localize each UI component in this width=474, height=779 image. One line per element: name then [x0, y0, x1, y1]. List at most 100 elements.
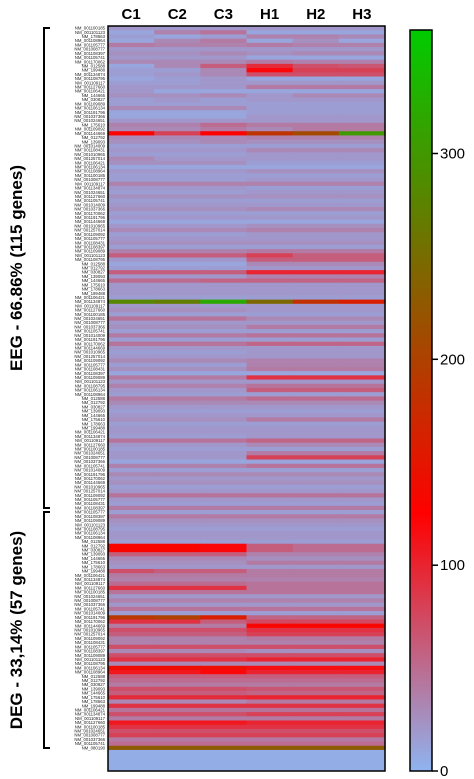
heatmap-cell: [154, 223, 201, 229]
heatmap-cell: [246, 632, 294, 637]
heatmap-cell: [246, 488, 294, 494]
heatmap-cell: [108, 594, 155, 599]
heatmap-cell: [154, 413, 201, 418]
heatmap-cell: [246, 177, 294, 183]
heatmap-cell: [108, 623, 155, 629]
heatmap-cell: [246, 623, 294, 629]
heatmap-cell: [246, 312, 294, 317]
row-label: NM_001109092: [75, 493, 106, 498]
heatmap-cell: [108, 76, 155, 82]
heatmap-cell: [154, 463, 201, 469]
heatmap-cell: [154, 632, 201, 637]
row-label: NM_001257014: [74, 489, 105, 494]
heatmap-cell: [338, 110, 386, 115]
row-label: NM_001108397: [75, 514, 106, 519]
heatmap-cell: [338, 526, 386, 532]
heatmap-cell: [292, 733, 340, 738]
heatmap-cell: [338, 333, 386, 338]
heatmap-cell: [108, 232, 155, 237]
row-label: NM_001127660: [75, 194, 106, 199]
heatmap-cell: [246, 615, 294, 620]
heatmap-cell: [200, 34, 248, 40]
heatmap-cell: [108, 510, 155, 515]
heatmap-cell: [200, 455, 248, 460]
heatmap-cell: [246, 522, 294, 528]
heatmap-cell: [246, 648, 294, 654]
row-label: NM_001109089: [75, 101, 106, 106]
heatmap-cell: [292, 602, 340, 608]
heatmap-cell: [292, 345, 340, 351]
heatmap-cell: [292, 455, 340, 460]
heatmap-cell: [246, 329, 294, 334]
heatmap-cell: [154, 236, 201, 242]
row-label: NM_001144669: [75, 219, 106, 224]
heatmap-cell: [154, 169, 201, 174]
heatmap-cell: [108, 712, 155, 717]
heatmap-cell: [338, 282, 386, 288]
heatmap-cell: [246, 181, 294, 187]
heatmap-cell: [338, 42, 386, 48]
heatmap-cell: [338, 459, 386, 465]
row-label: NM_030827: [82, 682, 106, 687]
heatmap-cell: [108, 703, 155, 709]
row-label: NM_001144669: [75, 480, 106, 485]
row-label: NM_001010965: [74, 484, 105, 489]
row-label: NM_001108397: [75, 649, 106, 654]
heatmap-cell: [338, 442, 386, 448]
heatmap-cell: [200, 695, 248, 700]
heatmap-cell: [154, 716, 201, 721]
heatmap-cell: [108, 413, 155, 418]
heatmap-cell: [200, 303, 248, 309]
heatmap-cell: [246, 510, 294, 515]
heatmap-cell: [292, 754, 340, 759]
heatmap-cell: [108, 758, 155, 763]
heatmap-cell: [108, 669, 155, 675]
column-label: C3: [214, 6, 233, 23]
heatmap-cell: [108, 497, 155, 503]
heatmap-cell: [154, 232, 201, 237]
heatmap-cell: [246, 274, 294, 279]
heatmap-cell: [292, 590, 340, 595]
heatmap-cell: [108, 560, 155, 566]
heatmap-cell: [292, 505, 340, 511]
heatmap-cell: [338, 278, 386, 284]
row-label: NM_001024651: [74, 190, 105, 195]
heatmap-cell: [246, 240, 294, 246]
heatmap-cell: [338, 409, 386, 414]
heatmap-cell: [292, 400, 340, 406]
heatmap-cell: [108, 728, 155, 734]
heatmap-cell: [108, 531, 155, 536]
heatmap-cell: [246, 345, 294, 351]
heatmap-cell: [154, 404, 201, 410]
heatmap-cell: [108, 194, 155, 199]
heatmap-cell: [200, 89, 248, 94]
heatmap-cell: [154, 156, 201, 162]
heatmap-cell: [246, 459, 294, 465]
colorbar-tick-label: 300: [440, 146, 465, 163]
heatmap-cell: [246, 148, 294, 153]
row-label: NM_001010965: [74, 152, 105, 157]
heatmap-cell: [292, 547, 340, 553]
heatmap-cell: [338, 228, 386, 233]
heatmap-cell: [338, 552, 386, 557]
heatmap-cell: [338, 131, 386, 136]
heatmap-cell: [154, 47, 201, 52]
heatmap-cell: [338, 648, 386, 654]
row-label: NM_001144669: [75, 345, 106, 350]
heatmap-cell: [246, 720, 294, 726]
heatmap-cell: [246, 350, 294, 355]
row-label: NM_001170062: [75, 211, 106, 216]
heatmap-cell: [292, 156, 340, 162]
heatmap-cell: [338, 47, 386, 52]
heatmap-cell: [338, 139, 386, 145]
heatmap-cell: [154, 438, 201, 444]
heatmap-cell: [154, 312, 201, 317]
heatmap-cell: [246, 291, 294, 296]
heatmap-cell: [292, 312, 340, 317]
row-label: NM_178663: [82, 699, 106, 704]
heatmap-cell: [246, 387, 294, 393]
heatmap-cell: [200, 615, 248, 620]
heatmap-cell: [246, 547, 294, 553]
heatmap-cell: [200, 623, 248, 629]
heatmap-cell: [338, 320, 386, 326]
